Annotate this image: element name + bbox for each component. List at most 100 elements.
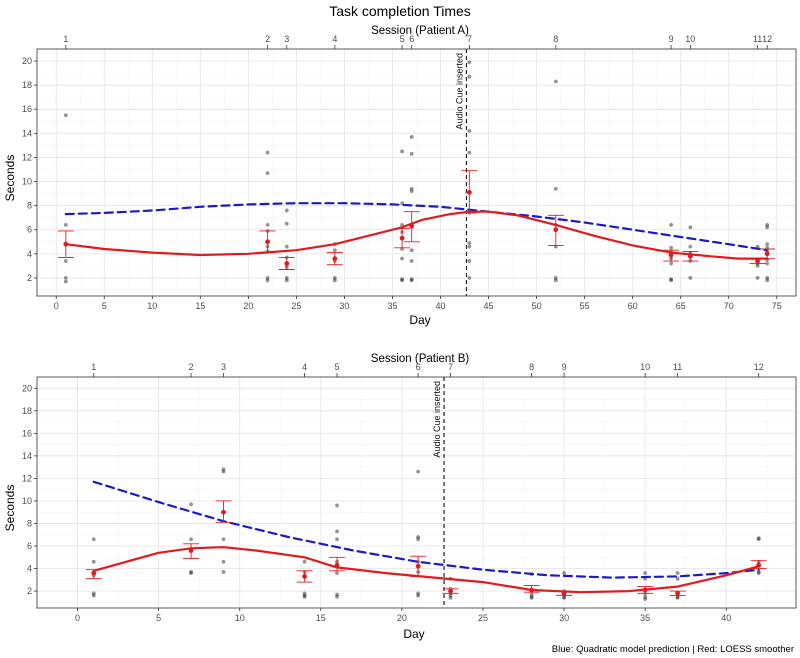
- raw-point: [643, 571, 648, 575]
- raw-point: [765, 261, 770, 266]
- raw-point: [265, 223, 270, 227]
- raw-point: [221, 467, 226, 472]
- raw-point: [409, 186, 414, 191]
- y-tick-label: 14: [22, 451, 32, 461]
- panel-b-means: [85, 500, 767, 597]
- raw-point: [529, 594, 534, 599]
- raw-point: [755, 276, 760, 280]
- x-tick-label: 0: [54, 301, 59, 311]
- raw-point: [669, 223, 674, 227]
- x-tick-label: 20: [397, 613, 407, 623]
- raw-point: [335, 592, 339, 597]
- mean-point: [91, 570, 97, 576]
- raw-point: [467, 241, 472, 245]
- raw-point: [189, 537, 193, 542]
- x-tick-label: 15: [316, 613, 326, 623]
- x-tick-label: 15: [195, 301, 205, 311]
- session-tick-label: 2: [189, 362, 194, 372]
- session-tick-label: 3: [221, 362, 226, 372]
- quadratic-prediction-line: [64, 202, 769, 252]
- raw-point: [332, 276, 337, 280]
- raw-point: [416, 591, 421, 596]
- raw-point: [63, 276, 68, 280]
- x-tick-label: 55: [580, 301, 590, 311]
- x-tick-label: 45: [484, 301, 494, 311]
- raw-point: [221, 570, 226, 574]
- figure-title: Task completion Times: [329, 3, 471, 19]
- session-tick-label: 5: [335, 362, 340, 372]
- raw-point: [63, 279, 68, 284]
- raw-point: [643, 594, 648, 599]
- raw-point: [265, 171, 270, 176]
- raw-point: [284, 221, 289, 226]
- raw-point: [335, 503, 339, 508]
- raw-point: [284, 208, 289, 213]
- raw-point: [756, 570, 761, 574]
- x-tick-label: 10: [235, 613, 245, 623]
- raw-point: [221, 537, 226, 542]
- raw-point: [669, 278, 674, 283]
- raw-point: [416, 593, 421, 598]
- y-tick-label: 20: [22, 383, 32, 393]
- x-tick-label: 0: [75, 613, 80, 623]
- raw-point: [400, 149, 404, 154]
- panel-b-session-title: Session (Patient B): [371, 353, 470, 365]
- raw-point: [688, 244, 693, 249]
- raw-point: [335, 529, 339, 534]
- panel-b-y-axis: 2 4 6 8 10 12 14 16 18 20: [22, 383, 37, 596]
- raw-point: [91, 593, 96, 598]
- raw-point: [448, 595, 453, 600]
- session-tick-label: 7: [448, 362, 453, 372]
- raw-point: [553, 186, 558, 191]
- raw-point: [91, 591, 96, 596]
- x-tick-label: 60: [628, 301, 638, 311]
- y-tick-label: 6: [27, 541, 32, 551]
- mean-point: [687, 253, 693, 259]
- raw-point: [553, 79, 558, 84]
- raw-point: [467, 276, 472, 280]
- raw-point: [335, 537, 339, 542]
- panel-b: Session (Patient B) 1 2 3 4 5 6 7 8 9 10 11 12 Audi…: [3, 353, 797, 641]
- y-tick-label: 20: [22, 56, 32, 66]
- mean-point: [334, 562, 340, 568]
- raw-point: [91, 559, 96, 564]
- figure-caption: Blue: Quadratic model prediction | Red: …: [552, 644, 794, 655]
- panel-a-x-label: Day: [409, 313, 430, 327]
- mean-point: [529, 587, 535, 593]
- y-tick-label: 4: [27, 249, 32, 259]
- raw-point: [467, 129, 472, 133]
- x-tick-label: 30: [339, 301, 349, 311]
- raw-point: [265, 150, 270, 155]
- raw-point: [335, 571, 339, 575]
- mean-point: [188, 548, 194, 553]
- y-tick-label: 10: [22, 496, 32, 506]
- y-tick-label: 18: [22, 406, 32, 416]
- session-tick-label: 6: [409, 34, 414, 44]
- y-tick-label: 2: [27, 586, 32, 596]
- x-tick-label: 50: [532, 301, 542, 311]
- mean-point: [448, 588, 453, 594]
- x-tick-label: 70: [724, 301, 734, 311]
- raw-point: [409, 151, 414, 156]
- raw-point: [221, 559, 226, 564]
- mean-point: [675, 590, 681, 596]
- panel-a-session-axis: 1 2 3 4 5 6 7 8 9 10 11 12: [63, 34, 772, 49]
- mean-point: [409, 223, 415, 229]
- raw-point: [467, 74, 472, 79]
- panel-a-y-axis: 2 4 6 8 10 12 14 16 18 20: [22, 56, 37, 283]
- panel-b-curves: [92, 480, 760, 594]
- raw-point: [669, 277, 674, 282]
- panel-a-gridlines: [37, 48, 796, 296]
- panel-a-curves: [64, 202, 769, 260]
- mean-point: [553, 227, 559, 233]
- x-tick-label: 5: [102, 301, 107, 311]
- panel-a-y-label: Seconds: [3, 155, 17, 202]
- raw-point: [284, 244, 289, 249]
- mean-point: [284, 261, 290, 266]
- session-tick-label: 1: [63, 34, 68, 44]
- raw-point: [265, 278, 270, 283]
- raw-point: [284, 278, 289, 283]
- raw-point: [400, 278, 404, 283]
- raw-point: [448, 593, 453, 598]
